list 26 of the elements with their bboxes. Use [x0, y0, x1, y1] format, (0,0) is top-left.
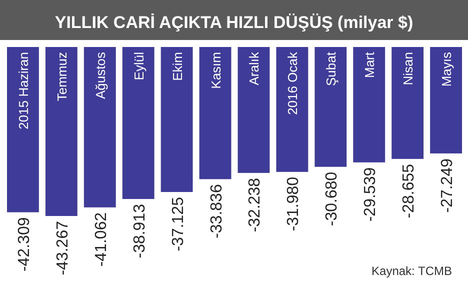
- x-tick-label: Eylül: [131, 52, 146, 80]
- data-label: -31.980: [285, 176, 302, 232]
- x-tick-label: 2015 Haziran: [16, 52, 31, 130]
- data-label: -27.249: [439, 158, 456, 213]
- data-label: -29.539: [362, 167, 380, 222]
- x-tick-label: 2016 Ocak: [285, 52, 300, 115]
- x-tick-label: Aralık: [246, 52, 262, 86]
- data-label: -41.062: [92, 212, 110, 267]
- x-tick-label: Temmuz: [54, 52, 70, 102]
- x-tick-label: Mayıs: [439, 52, 454, 87]
- data-label: -30.680: [324, 172, 341, 226]
- data-label: -42.309: [16, 217, 33, 272]
- chart-title: YILLIK CARİ AÇIKTA HIZLI DÜŞÜŞ (milyar $): [54, 13, 414, 32]
- x-tick-label: Kasım: [208, 52, 224, 89]
- x-tick-label: Şubat: [324, 52, 339, 86]
- data-label: -33.836: [208, 184, 226, 238]
- text: Kaynak: TCMB: [372, 264, 452, 278]
- x-tick-label: Mart: [362, 52, 378, 78]
- data-label: -43.267: [54, 220, 72, 276]
- data-label: -28.655: [400, 164, 418, 218]
- data-label: -32.238: [246, 178, 264, 232]
- x-tick-label: Ağustos: [92, 52, 108, 99]
- data-label: -38.913: [131, 204, 148, 258]
- x-tick-label: Nisan: [400, 52, 416, 86]
- data-label: -37.125: [170, 196, 187, 252]
- x-tick-label: Ekim: [170, 52, 185, 81]
